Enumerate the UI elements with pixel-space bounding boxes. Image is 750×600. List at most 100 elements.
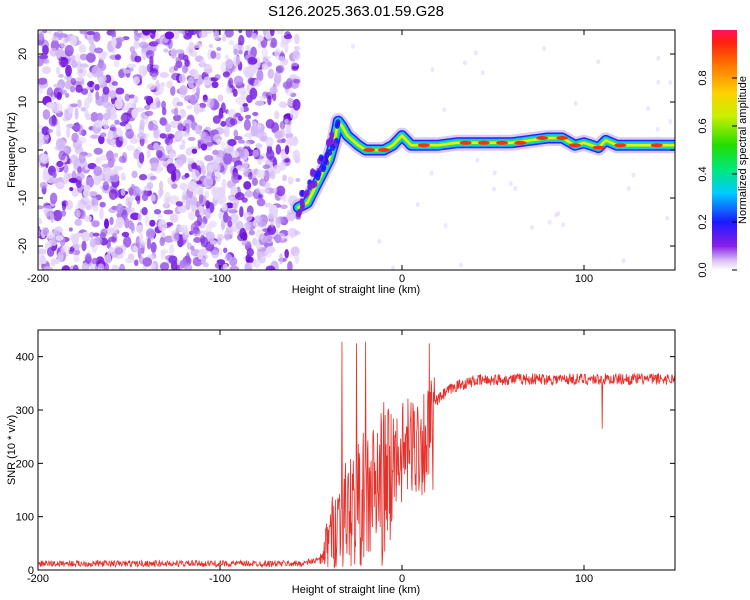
x-tick-label: 100 (575, 573, 593, 585)
noise-blob (41, 259, 47, 264)
noise-blob (150, 166, 158, 172)
y-tick-label: 10 (17, 96, 29, 108)
noise-blob (75, 53, 81, 65)
noise-blob (269, 215, 275, 228)
noise-blob (179, 108, 186, 118)
noise-blob (156, 149, 163, 159)
noise-blob (245, 30, 253, 38)
colorbar-gradient (712, 30, 737, 270)
noise-blob (249, 87, 258, 100)
noise-blob (201, 164, 206, 176)
noise-blob (269, 42, 276, 48)
noise-blob (120, 114, 128, 123)
noise-blob (285, 124, 292, 135)
noise-blob (203, 63, 213, 75)
noise-blob (102, 100, 111, 108)
noise-blob (169, 66, 175, 74)
noise-blob (61, 201, 67, 211)
noise-blob (93, 120, 104, 128)
noise-blob (655, 126, 660, 132)
noise-blob (222, 152, 233, 165)
noise-blob (276, 30, 284, 35)
ridge-speckle (335, 119, 341, 127)
noise-blob (141, 193, 149, 202)
x-tick-label: 100 (575, 273, 593, 285)
noise-blob (289, 108, 299, 120)
noise-blob (111, 36, 117, 48)
ridge-speckle (299, 204, 305, 212)
noise-blob (181, 139, 186, 146)
noise-blob (110, 126, 116, 132)
noise-blob (46, 231, 55, 239)
noise-blob (232, 202, 238, 210)
noise-blob (278, 101, 287, 109)
noise-blob (40, 153, 50, 165)
noise-blob (350, 43, 355, 49)
noise-blob (229, 165, 234, 175)
noise-blob (175, 133, 182, 140)
noise-blob (253, 258, 261, 269)
x-tick-label: -200 (27, 573, 49, 585)
noise-blob (64, 44, 74, 57)
noise-blob (158, 219, 168, 232)
noise-blob (100, 51, 109, 57)
noise-blob (81, 262, 90, 270)
noise-blob (43, 266, 53, 270)
noise-blob (116, 37, 125, 42)
ridge-peak (477, 140, 490, 145)
noise-blob (275, 185, 286, 197)
noise-blob (143, 115, 149, 125)
ridge-speckle (321, 163, 327, 171)
noise-blob (49, 212, 55, 224)
noise-blob (284, 158, 290, 163)
ridge-peak (568, 143, 581, 148)
noise-blob (237, 233, 247, 242)
noise-blob (58, 150, 66, 161)
noise-blob (186, 255, 191, 266)
noise-blob (136, 186, 141, 196)
noise-blob (38, 32, 45, 41)
noise-blob (177, 204, 187, 214)
noise-blob (292, 98, 301, 111)
noise-blob (204, 190, 210, 199)
noise-blob (217, 112, 224, 119)
noise-blob (217, 236, 222, 246)
noise-blob (129, 137, 139, 144)
noise-blob (222, 71, 230, 78)
noise-blob (129, 100, 135, 106)
noise-blob (110, 157, 116, 164)
noise-blob (63, 163, 69, 174)
noise-blob (254, 215, 263, 224)
noise-blob (98, 134, 105, 145)
noise-blob (213, 30, 220, 40)
noise-blob (189, 94, 197, 106)
noise-blob (172, 232, 180, 242)
noise-blob (169, 213, 179, 223)
noise-blob (99, 207, 104, 220)
noise-blob (513, 186, 518, 192)
noise-blob (429, 170, 434, 176)
noise-blob (181, 64, 188, 74)
noise-blob (286, 212, 296, 222)
noise-blob (68, 227, 73, 232)
noise-blob (139, 118, 145, 131)
noise-blob (184, 229, 189, 236)
noise-blob (76, 67, 87, 78)
noise-blob (48, 239, 58, 246)
noise-blob (254, 128, 265, 139)
noise-blob (203, 209, 208, 216)
noise-blob (244, 73, 252, 79)
spectrogram-x-ticks: -200 -100 0 100 (27, 30, 593, 285)
noise-blob (205, 200, 210, 209)
noise-blob (222, 263, 228, 270)
noise-blob (291, 62, 298, 67)
noise-blob (164, 31, 175, 40)
noise-blob (144, 110, 154, 116)
noise-blob (70, 103, 79, 108)
noise-blob (169, 120, 179, 129)
noise-blob (274, 234, 282, 244)
noise-blob (159, 133, 167, 139)
noise-blob (38, 248, 47, 255)
noise-blob (269, 86, 278, 95)
